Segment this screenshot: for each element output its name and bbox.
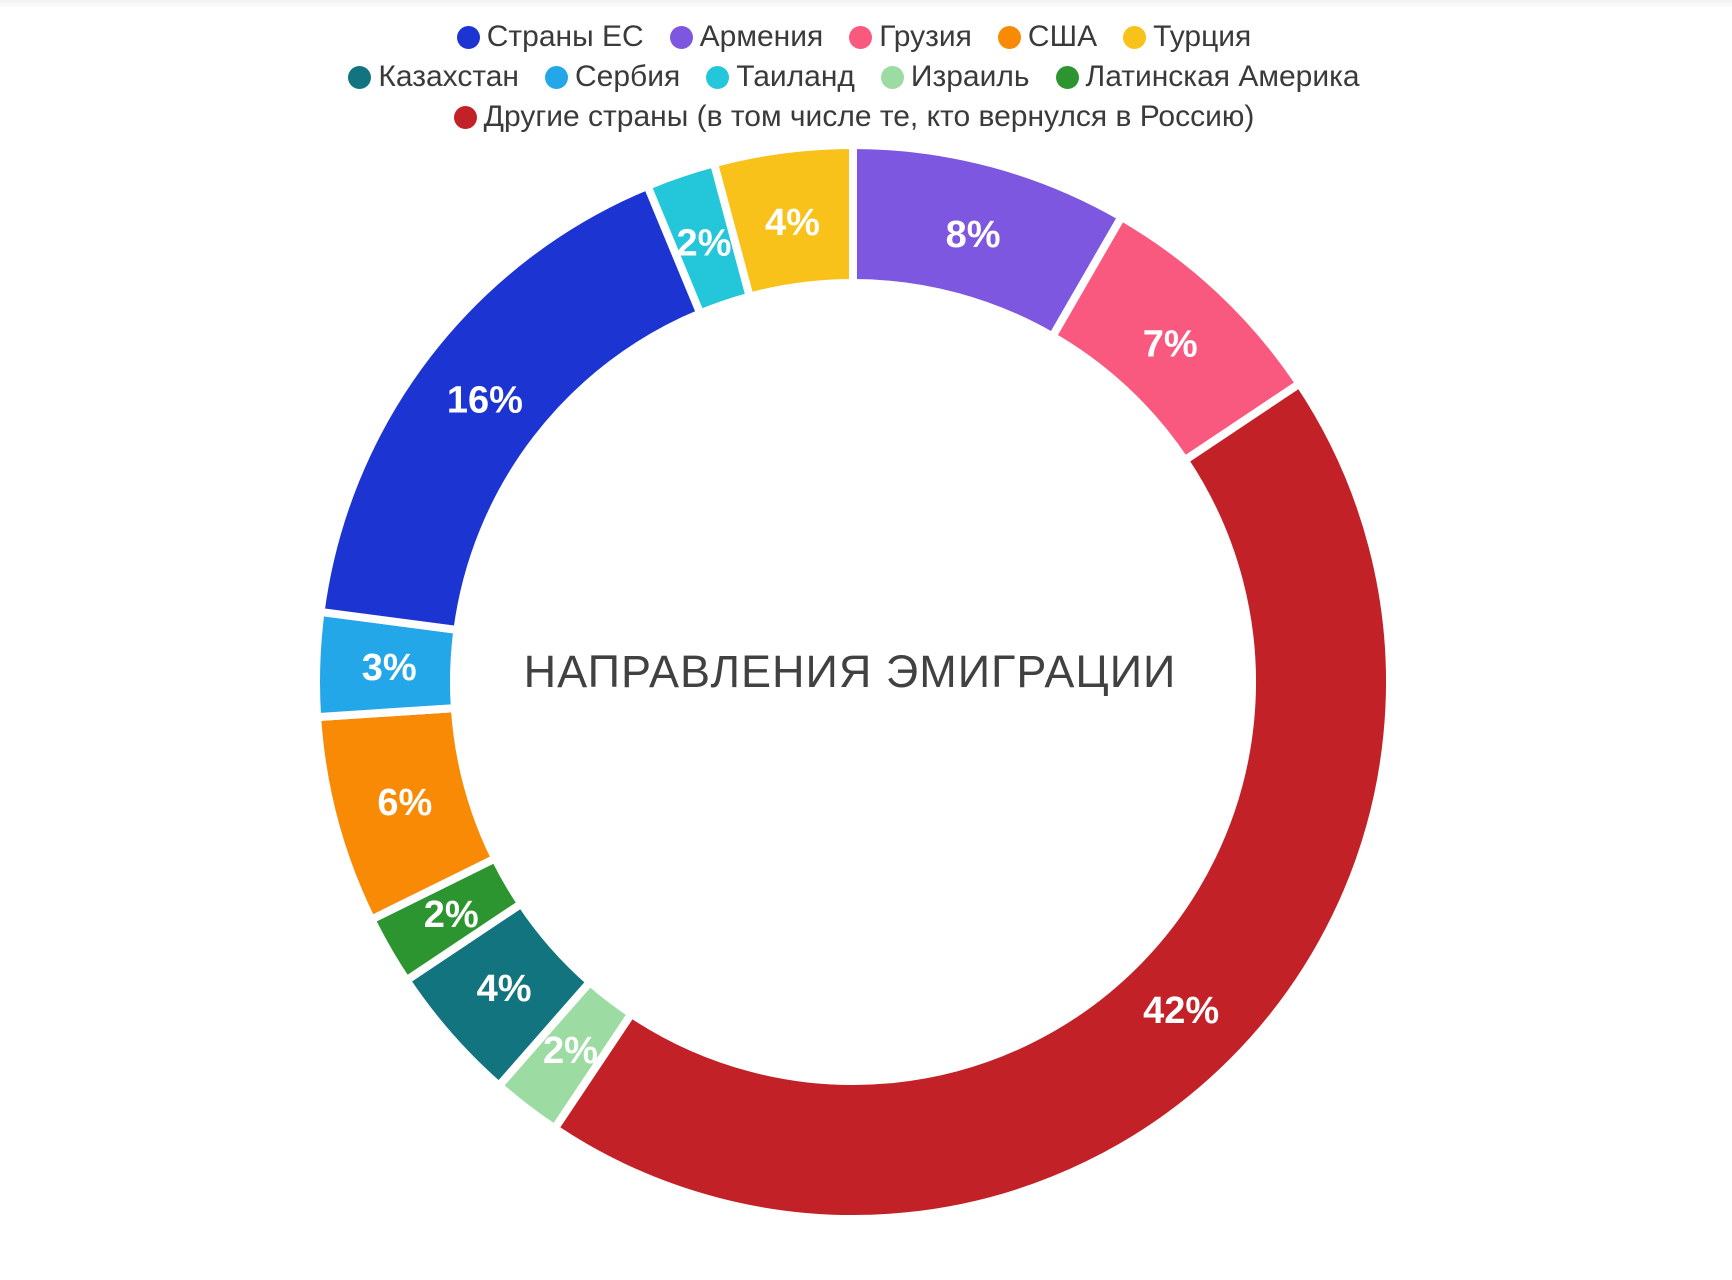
legend-item: Армения (669, 20, 824, 54)
legend-item-label: Другие страны (в том числе те, кто верну… (483, 100, 1255, 133)
legend-item: Сербия (545, 60, 680, 94)
legend-dot-icon (453, 105, 477, 129)
legend-item: Турция (1123, 20, 1251, 54)
segment-value-label: 3% (362, 647, 417, 689)
legend-item: Латинская Америка (1055, 60, 1360, 94)
chart-center-title: НАПРАВЛЕНИЯ ЭМИГРАЦИИ (523, 646, 1177, 697)
legend-dot-icon (669, 25, 693, 49)
segment-value-label: 2% (424, 894, 479, 936)
segment-турция (710, 141, 857, 301)
segment-value-label: 2% (676, 223, 731, 265)
legend-dot-icon (545, 65, 568, 89)
legend-item-label: Латинская Америка (1085, 60, 1360, 93)
legend-item-label: Сербия (575, 60, 681, 93)
legend-item: США (997, 20, 1098, 54)
legend-dot-icon (348, 65, 372, 89)
legend-row: Казахстан Сербия Таиланд Израиль Латинская А… (348, 60, 1360, 94)
legend-row: Другие страны (в том числе те, кто верну… (453, 100, 1255, 134)
segment-value-label: 8% (946, 214, 1001, 256)
legend-item-label: Турция (1153, 20, 1252, 53)
segment-value-label: 42% (1143, 990, 1219, 1032)
legend-item-label: Грузия (879, 20, 972, 53)
legend-dot-icon (706, 65, 730, 89)
legend-dot-icon (456, 25, 480, 49)
segment-value-label: 7% (1143, 323, 1198, 365)
legend-item: Казахстан (348, 60, 519, 94)
segment-value-label: 6% (377, 782, 432, 824)
legend-item-label: Таиланд (736, 60, 855, 93)
legend-item: Страны ЕС (456, 20, 644, 54)
legend-item-label: Израиль (910, 60, 1030, 93)
legend-dot-icon (1055, 65, 1079, 89)
segment-value-label: 16% (447, 380, 523, 422)
legend-item: Другие страны (в том числе те, кто верну… (453, 100, 1255, 134)
chart-legend: Страны ЕС Армения Грузия США Турция Казахстан… (0, 20, 1720, 134)
legend-item: Израиль (880, 60, 1030, 94)
segment-другие-страны-в-том-числе-те-кто-вернулся-в-россию- (550, 379, 1394, 1223)
legend-item-label: Казахстан (378, 60, 519, 93)
legend-item: Таиланд (706, 60, 855, 94)
legend-dot-icon (997, 25, 1021, 49)
segment-value-label: 4% (477, 968, 532, 1010)
legend-item-label: Армения (699, 20, 824, 53)
legend-item-label: США (1027, 20, 1098, 53)
legend-item: Грузия (849, 20, 972, 54)
legend-dot-icon (1123, 25, 1147, 49)
segment-value-label: 4% (765, 202, 820, 244)
legend-dot-icon (849, 25, 873, 49)
top-edge-shadow (0, 0, 1732, 7)
legend-row: Страны ЕС Армения Грузия США Турция (456, 20, 1251, 54)
legend-dot-icon (880, 65, 904, 89)
legend-item-label: Страны ЕС (486, 20, 644, 53)
segment-value-label: 2% (543, 1030, 598, 1072)
